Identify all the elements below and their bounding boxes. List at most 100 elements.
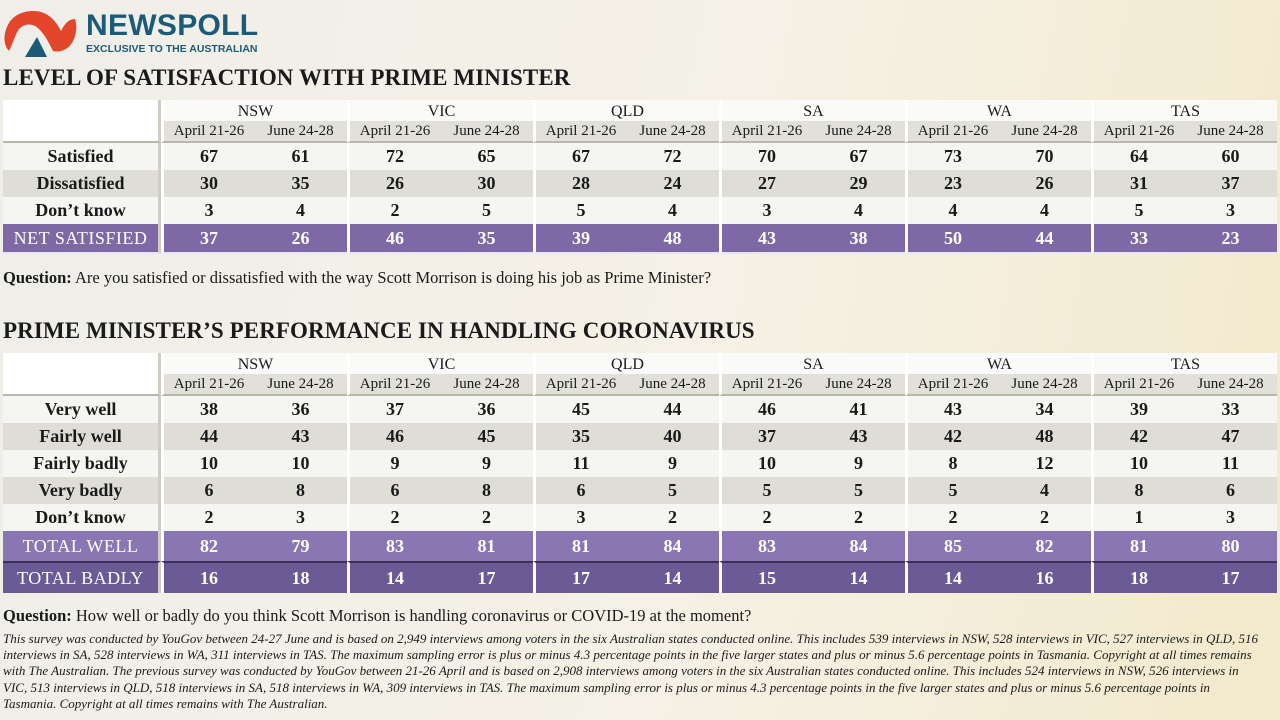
value-cell: 8 [905,450,998,477]
period-header-row: April 21-26 June 24-28 April 21-26 June … [3,121,1277,143]
table-row: NET SATISFIED 37 26 46 35 39 48 43 38 50 44 33 23 [3,224,1277,254]
period-header-row: April 21-26 June 24-28 April 21-26 June … [3,374,1277,396]
table-row: Fairly well 44 43 46 45 35 40 37 43 42 48 42 47 [3,423,1277,450]
value-cell: 5 [626,477,719,504]
value-cell: 26 [347,170,440,197]
value-cell: 9 [440,450,533,477]
value-cell: 67 [533,143,626,170]
period-header: April 21-26 [905,374,998,396]
value-cell: 60 [1184,143,1277,170]
value-cell: 5 [719,477,812,504]
value-cell: 30 [161,170,254,197]
period-header: June 24-28 [626,374,719,396]
value-cell: 39 [533,224,626,254]
table-row: Dissatisfied 30 35 26 30 28 24 27 29 23 26 31 37 [3,170,1277,197]
value-cell: 9 [347,450,440,477]
value-cell: 39 [1091,396,1184,423]
value-cell: 5 [440,197,533,224]
value-cell: 2 [812,504,905,531]
value-cell: 37 [719,423,812,450]
coronavirus-table: NSW VIC QLD SA WA TAS April 21-26 June 2… [3,353,1277,593]
value-cell: 35 [533,423,626,450]
value-cell: 33 [1091,224,1184,254]
value-cell: 14 [812,561,905,593]
value-cell: 26 [998,170,1091,197]
value-cell: 37 [161,224,254,254]
value-cell: 47 [1184,423,1277,450]
value-cell: 4 [998,477,1091,504]
period-header: April 21-26 [1091,374,1184,396]
value-cell: 81 [533,531,626,561]
value-cell: 10 [1091,450,1184,477]
period-header: June 24-28 [812,374,905,396]
coronavirus-title: PRIME MINISTER’S PERFORMANCE IN HANDLING… [3,318,755,343]
value-cell: 28 [533,170,626,197]
value-cell: 36 [440,396,533,423]
value-cell: 3 [1184,197,1277,224]
brand: NEWSPOLL EXCLUSIVE TO THE AUSTRALIAN [86,11,258,56]
value-cell: 23 [905,170,998,197]
value-cell: 2 [347,197,440,224]
period-header: April 21-26 [161,374,254,396]
value-cell: 16 [161,561,254,593]
value-cell: 14 [905,561,998,593]
table-row: Don’t know 3 4 2 5 5 4 3 4 4 4 5 3 [3,197,1277,224]
value-cell: 11 [1184,450,1277,477]
state-header: QLD [533,353,719,374]
value-cell: 67 [812,143,905,170]
value-cell: 70 [719,143,812,170]
row-label: Very badly [3,477,161,504]
table-row: Satisfied 67 61 72 65 67 72 70 67 73 70 64 60 [3,143,1277,170]
value-cell: 42 [1091,423,1184,450]
state-header: TAS [1091,100,1277,121]
table-row: TOTAL WELL 82 79 83 81 81 84 83 84 85 82 81 80 [3,531,1277,561]
value-cell: 2 [719,504,812,531]
state-header: VIC [347,100,533,121]
value-cell: 79 [254,531,347,561]
row-label: Fairly badly [3,450,161,477]
coronavirus-body: Very well 38 36 37 36 45 44 46 41 43 34 39 33 Fairly … [3,396,1277,593]
value-cell: 2 [161,504,254,531]
value-cell: 2 [626,504,719,531]
table-corner [3,374,161,396]
period-header: June 24-28 [812,121,905,143]
value-cell: 46 [347,224,440,254]
value-cell: 44 [626,396,719,423]
period-header: April 21-26 [347,374,440,396]
state-header: NSW [161,353,347,374]
value-cell: 44 [161,423,254,450]
value-cell: 6 [347,477,440,504]
period-header: April 21-26 [161,121,254,143]
state-header-row: NSW VIC QLD SA WA TAS [3,100,1277,121]
value-cell: 43 [905,396,998,423]
value-cell: 84 [812,531,905,561]
period-header: June 24-28 [254,374,347,396]
value-cell: 44 [998,224,1091,254]
period-header: June 24-28 [626,121,719,143]
value-cell: 11 [533,450,626,477]
period-header: April 21-26 [905,121,998,143]
period-header: June 24-28 [998,121,1091,143]
period-header: April 21-26 [533,121,626,143]
value-cell: 38 [161,396,254,423]
period-header: June 24-28 [998,374,1091,396]
value-cell: 18 [254,561,347,593]
state-header: NSW [161,100,347,121]
value-cell: 72 [626,143,719,170]
value-cell: 48 [626,224,719,254]
value-cell: 6 [533,477,626,504]
row-label: Fairly well [3,423,161,450]
value-cell: 30 [440,170,533,197]
value-cell: 82 [161,531,254,561]
value-cell: 3 [533,504,626,531]
newspoll-logo [4,11,77,57]
value-cell: 3 [1184,504,1277,531]
value-cell: 81 [440,531,533,561]
value-cell: 17 [533,561,626,593]
value-cell: 41 [812,396,905,423]
value-cell: 64 [1091,143,1184,170]
value-cell: 5 [533,197,626,224]
value-cell: 38 [812,224,905,254]
value-cell: 45 [440,423,533,450]
value-cell: 35 [440,224,533,254]
